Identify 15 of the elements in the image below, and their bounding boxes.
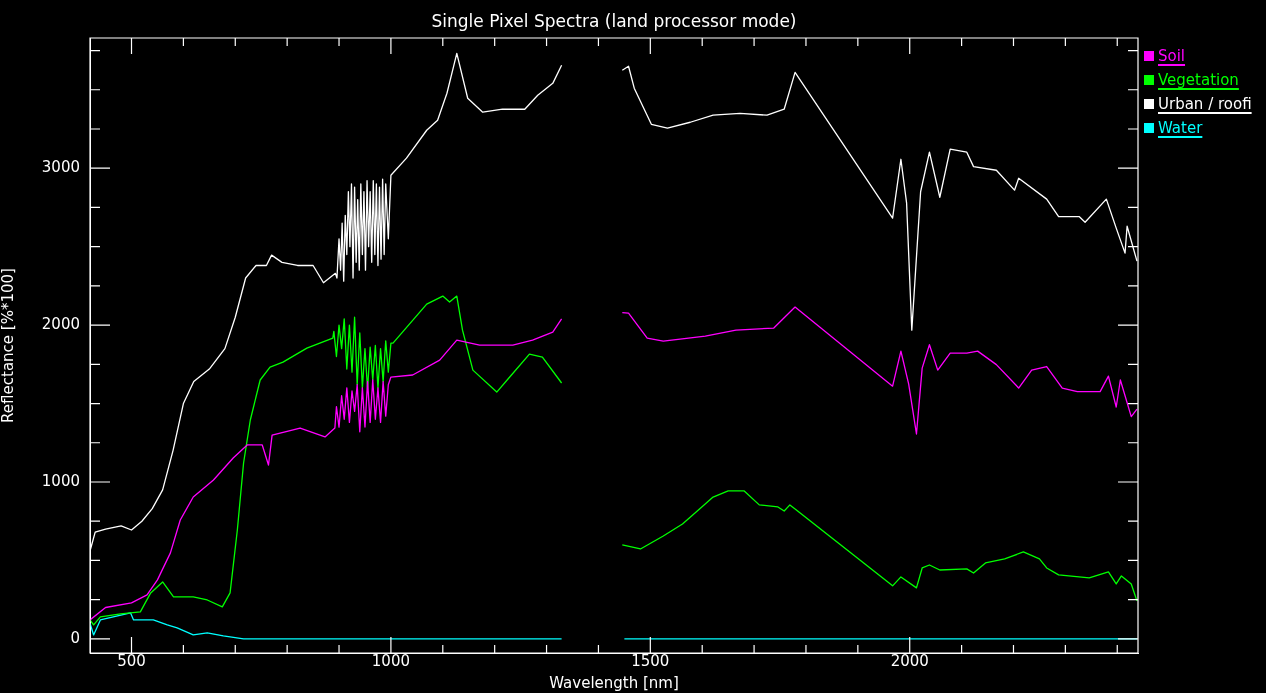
y-tick-label: 1000 (41, 471, 80, 490)
legend-label: Vegetation (1158, 70, 1239, 90)
x-tick-label: 2000 (890, 651, 929, 670)
x-tick-label: 500 (117, 651, 146, 670)
x-tick-label: 1500 (631, 651, 670, 670)
y-tick-label: 3000 (41, 158, 80, 177)
x-axis-title: Wavelength [nm] (549, 673, 679, 692)
chart-title: Single Pixel Spectra (land processor mode) (431, 11, 797, 32)
y-tick-label: 2000 (41, 315, 80, 333)
legend-label: Soil (1158, 46, 1186, 66)
x-tick-label: 1000 (371, 651, 410, 670)
legend-label: Urban / roofi (1158, 94, 1252, 114)
y-axis-title: Reflectance [%*100] (0, 268, 17, 423)
legend-label: Water (1158, 118, 1203, 138)
y-tick-label: 0 (70, 628, 80, 647)
